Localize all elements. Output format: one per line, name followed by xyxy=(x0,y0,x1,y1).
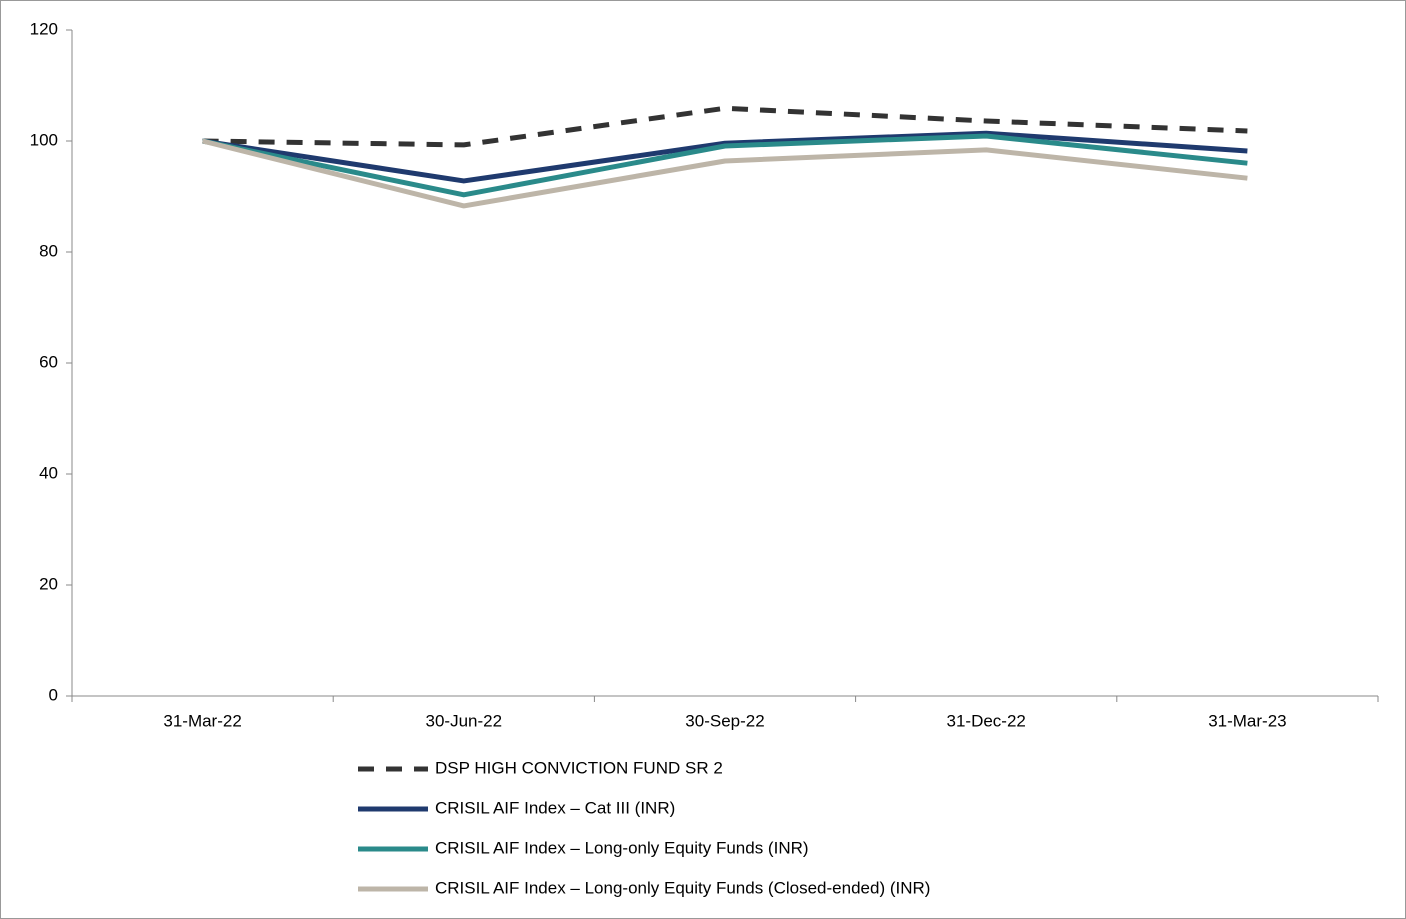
legend-label: CRISIL AIF Index – Long-only Equity Fund… xyxy=(435,838,809,857)
series-line xyxy=(202,133,1248,198)
legend-label: CRISIL AIF Index – Long-only Equity Fund… xyxy=(435,878,930,897)
x-tick-label: 31-Mar-23 xyxy=(1208,711,1286,730)
y-tick-label: 0 xyxy=(49,685,58,704)
y-tick-label: 80 xyxy=(39,241,58,260)
y-tick-label: 120 xyxy=(30,19,58,38)
y-tick-label: 40 xyxy=(39,463,58,482)
legend-label: DSP HIGH CONVICTION FUND SR 2 xyxy=(435,758,723,777)
series-line xyxy=(202,105,1248,148)
legend-label: CRISIL AIF Index – Cat III (INR) xyxy=(435,798,675,817)
series-line xyxy=(201,138,1248,209)
y-tick-label: 60 xyxy=(39,352,58,371)
y-tick-label: 20 xyxy=(39,574,58,593)
x-tick-label: 31-Dec-22 xyxy=(947,711,1026,730)
x-tick-label: 30-Sep-22 xyxy=(685,711,764,730)
series-line xyxy=(202,130,1248,184)
y-tick-label: 100 xyxy=(30,130,58,149)
x-tick-label: 30-Jun-22 xyxy=(426,711,503,730)
x-tick-label: 31-Mar-22 xyxy=(163,711,241,730)
